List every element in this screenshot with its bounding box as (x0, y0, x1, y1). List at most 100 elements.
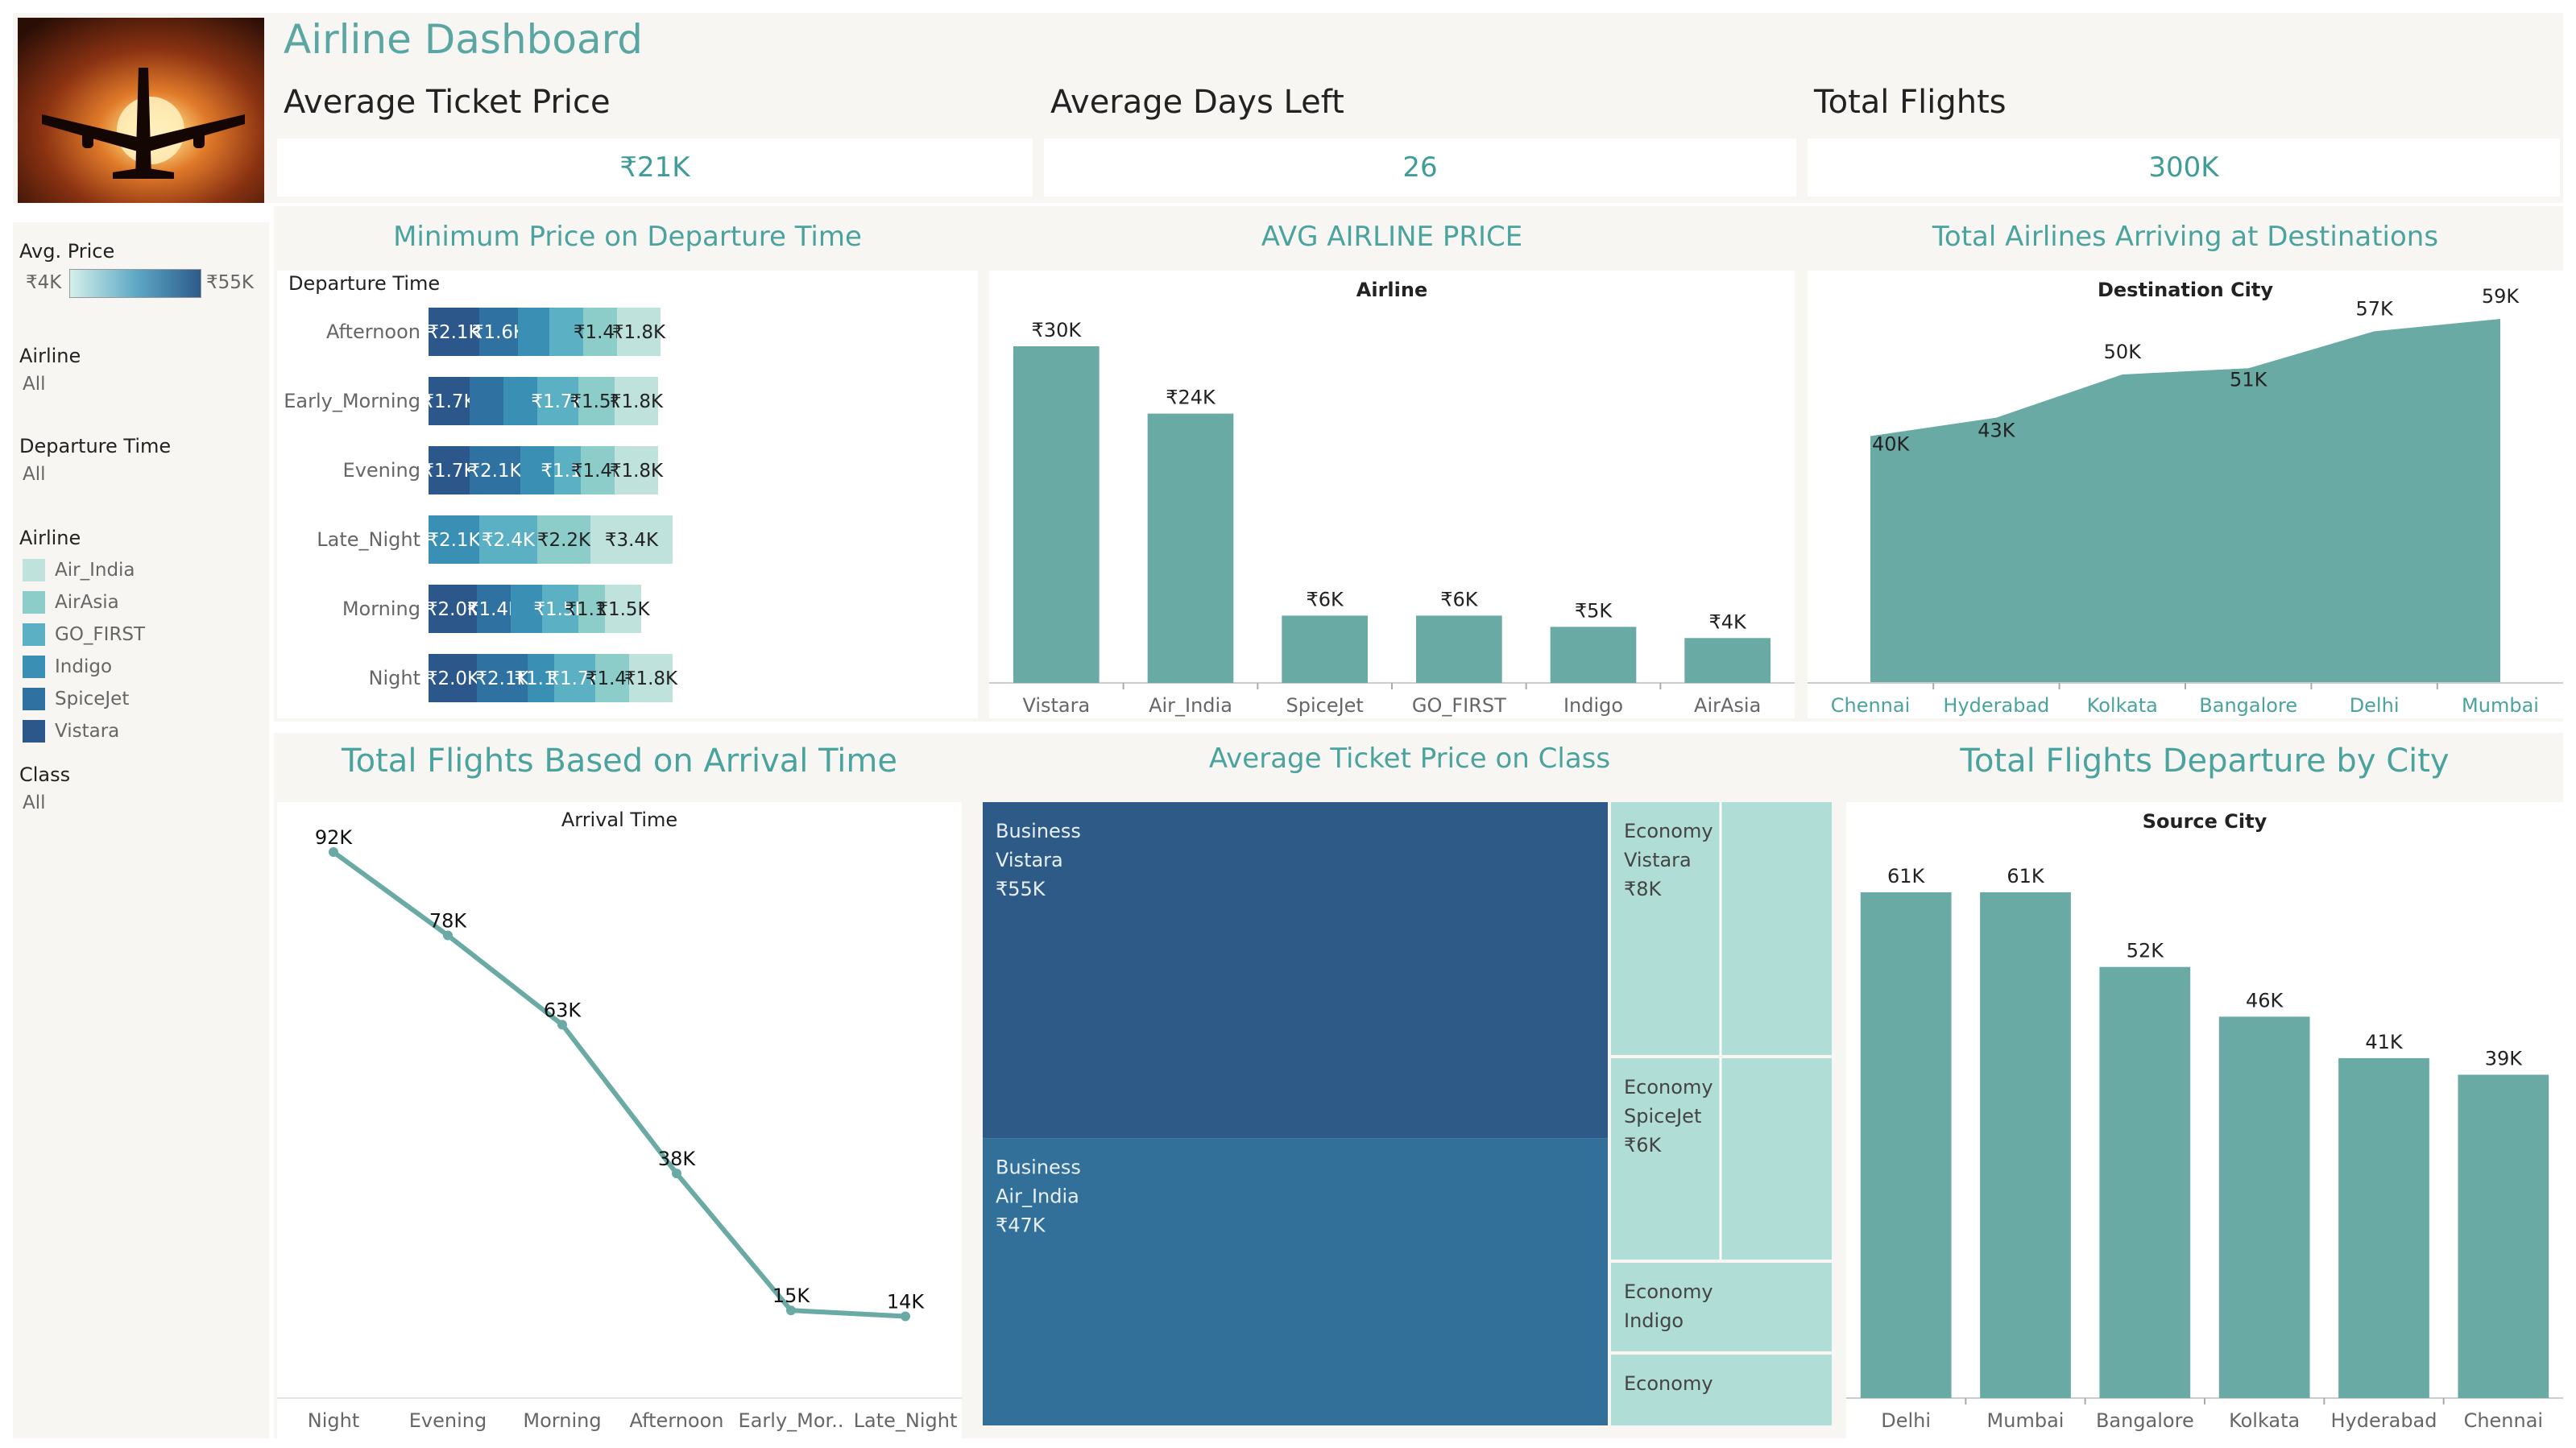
kpi-total-flights-value: 300K (1808, 139, 2560, 197)
bar (1684, 638, 1770, 683)
chart-departure-city-panel: Source City 61K Delhi 61K Mumbai 52K Bangalore… (1838, 802, 2571, 1438)
data-label: ₹2.2K (537, 530, 591, 551)
data-label: ₹1.7K (422, 461, 476, 482)
data-label: 61K (2007, 865, 2045, 887)
legend-swatch (23, 720, 45, 743)
departure-filter-value[interactable]: All (23, 464, 46, 485)
tick-label: Delhi (2350, 694, 2400, 717)
treemap-label: ₹47K (996, 1214, 1046, 1236)
bar-segment (503, 377, 537, 425)
data-point (443, 930, 453, 941)
legend-item-label: Air_India (55, 560, 135, 581)
data-label: 57K (2355, 297, 2394, 320)
tick-label: Bangalore (2199, 694, 2297, 717)
data-label: ₹1.6K (472, 322, 526, 343)
data-point (786, 1305, 796, 1316)
data-label: ₹6K (1307, 588, 1345, 610)
class-filter-label: Class (19, 763, 71, 786)
bar (2458, 1074, 2549, 1398)
bar-segment (511, 585, 542, 633)
airplane-logo (18, 18, 264, 203)
chart-avg-airline-price: Airline ₹30K Vistara ₹24K Air_India ₹6K SpiceJ… (981, 279, 1803, 717)
bar (2338, 1057, 2429, 1398)
data-label: 38K (658, 1148, 697, 1170)
tick-label: Kolkata (2087, 694, 2158, 717)
bar-segment (595, 654, 629, 702)
bar (1282, 615, 1368, 683)
x-axis-title: Airline (1356, 279, 1427, 301)
bar-segment (470, 446, 520, 494)
chart-departure-city: Source City 61K Delhi 61K Mumbai 52K Bangalore… (1838, 810, 2571, 1432)
bar-segment (429, 654, 477, 702)
legend-swatch (23, 656, 45, 678)
data-label: 92K (315, 826, 354, 849)
data-label: ₹2.1K (475, 668, 529, 689)
bar-segment (477, 654, 528, 702)
data-label: ₹1.8K (612, 322, 666, 343)
data-label: ₹2.1K (468, 461, 522, 482)
data-label: 40K (1872, 433, 1911, 456)
chart-arrival-time-panel: Arrival Time 92K Night 78K Evening 63K Morning… (277, 802, 962, 1438)
airline-filter-value[interactable]: All (23, 374, 46, 395)
chart-arrival-time-title: Total Flights Based on Arrival Time (342, 743, 897, 780)
bar-segment (429, 308, 479, 356)
legend-item-airasia[interactable]: AirAsia (23, 586, 145, 619)
tick-label: Delhi (1881, 1409, 1931, 1432)
data-label: ₹2.0K (426, 599, 480, 620)
bar (1550, 627, 1637, 683)
category-label: Afternoon (326, 321, 420, 343)
legend-item-go-first[interactable]: GO_FIRST (23, 619, 145, 651)
legend-item-indigo[interactable]: Indigo (23, 651, 145, 683)
legend-item-label: Indigo (55, 656, 113, 677)
data-label: 43K (1978, 420, 2016, 442)
bar-segment (479, 308, 518, 356)
data-label: ₹2.1K (427, 530, 481, 551)
data-label: ₹4K (1709, 610, 1748, 633)
chart-departure-city-title: Total Flights Departure by City (1960, 743, 2450, 780)
chart-min-price-title: Minimum Price on Departure Time (393, 221, 862, 253)
legend-item-air-india[interactable]: Air_India (23, 554, 145, 586)
legend-item-label: GO_FIRST (55, 624, 146, 645)
bar-segment (429, 585, 477, 633)
tick-label: Air_India (1149, 694, 1232, 717)
bar-segment (605, 585, 641, 633)
data-label: ₹24K (1166, 387, 1216, 409)
legend-swatch (23, 688, 45, 710)
bar-segment (477, 585, 511, 633)
legend-item-vistara[interactable]: Vistara (23, 715, 145, 747)
data-label: ₹1.8K (624, 668, 678, 689)
chart-class-price: Business Vistara ₹55K Business Air_India ₹47K… (983, 802, 1832, 1425)
category-label: Early_Morning (284, 390, 420, 412)
legend-item-spicejet[interactable]: SpiceJet (23, 683, 145, 715)
treemap-label: ₹6K (1624, 1134, 1663, 1156)
legend-item-label: AirAsia (55, 592, 119, 613)
bar-segment (590, 515, 673, 564)
treemap-label: Economy (1624, 1280, 1713, 1303)
tick-label: Indigo (1563, 694, 1623, 717)
bar-segment (554, 446, 581, 494)
kpi-avg-days-left-value: 26 (1044, 139, 1796, 197)
chart-arriving: Destination City 40K Chennai 43K Hyderabad 50… (1808, 279, 2563, 717)
bar (1013, 346, 1100, 683)
data-point (901, 1311, 910, 1322)
data-label: 59K (2482, 285, 2520, 308)
data-label: ₹1.7K (548, 668, 602, 689)
treemap-cell (983, 802, 1608, 1139)
bar (1416, 615, 1502, 683)
treemap-label: ₹8K (1624, 878, 1663, 900)
bar (2218, 1016, 2310, 1398)
chart-arriving-panel: Destination City 40K Chennai 43K Hyderabad 50… (1808, 271, 2563, 718)
bar-segment (479, 515, 537, 564)
data-label: 61K (1887, 865, 1926, 887)
data-label: ₹1.5K (596, 599, 650, 620)
data-label: ₹1.8K (610, 461, 664, 482)
data-label: ₹5K (1575, 599, 1613, 622)
tick-label: Morning (523, 1409, 601, 1432)
bar-segment (528, 654, 554, 702)
series-line (332, 850, 906, 1319)
class-filter-value[interactable]: All (23, 792, 46, 813)
bar (1860, 892, 1952, 1398)
area-fill (1870, 319, 2500, 683)
treemap-label: ₹55K (996, 878, 1046, 900)
category-label: Late_Night (317, 528, 420, 551)
